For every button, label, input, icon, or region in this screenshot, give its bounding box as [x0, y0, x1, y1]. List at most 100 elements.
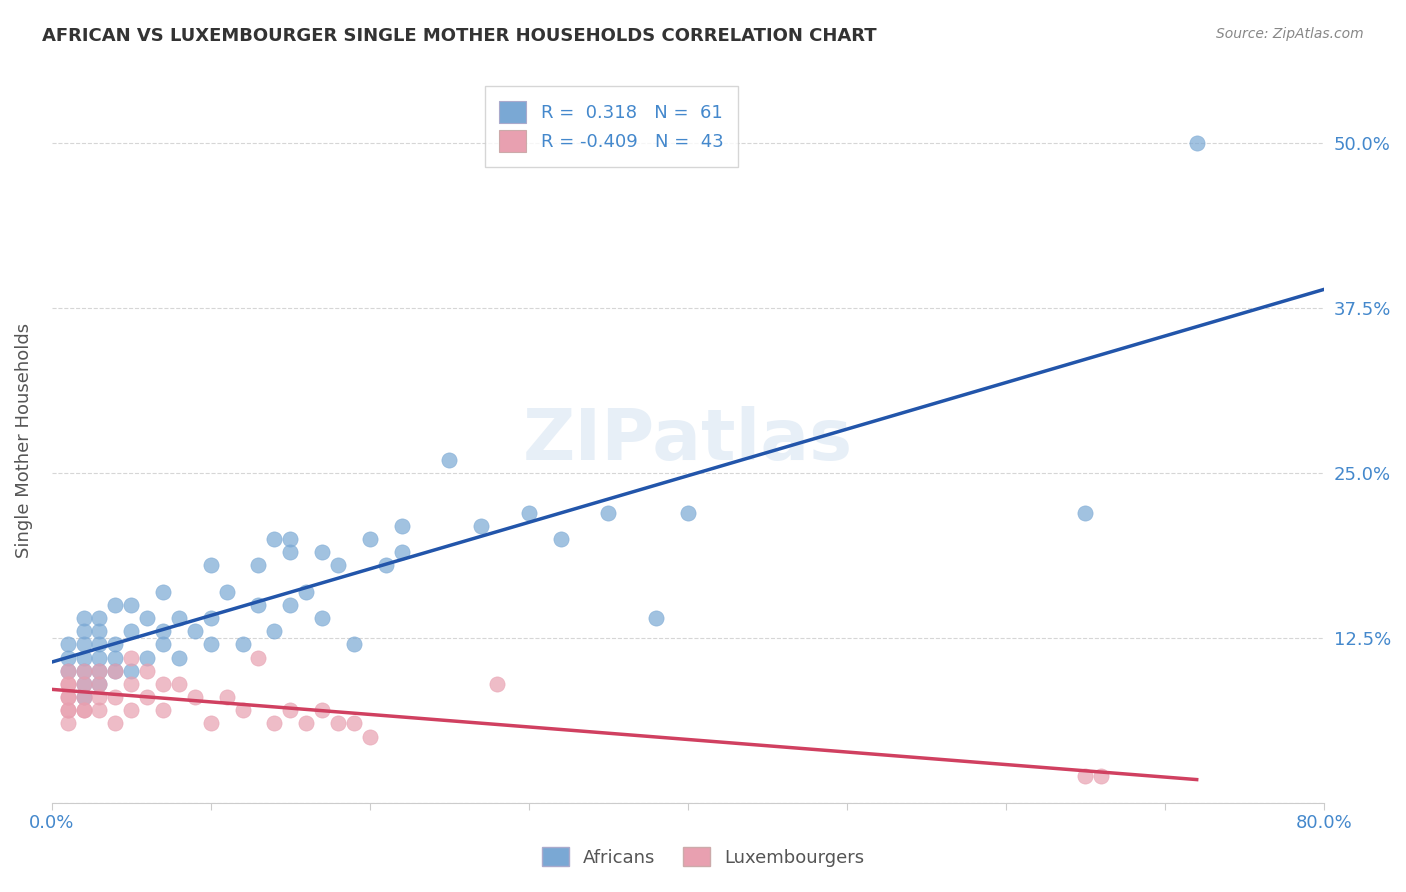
Point — [439, 452, 461, 467]
Point — [200, 716, 222, 731]
Point — [89, 703, 111, 717]
Point — [311, 545, 333, 559]
Point — [72, 650, 94, 665]
Point — [676, 506, 699, 520]
Point — [56, 716, 79, 731]
Point — [470, 518, 492, 533]
Point — [278, 703, 301, 717]
Point — [343, 716, 366, 731]
Point — [56, 664, 79, 678]
Point — [247, 650, 270, 665]
Point — [72, 703, 94, 717]
Point — [72, 624, 94, 639]
Point — [56, 703, 79, 717]
Point — [278, 532, 301, 546]
Point — [598, 506, 620, 520]
Point — [1090, 769, 1112, 783]
Point — [72, 677, 94, 691]
Point — [120, 598, 142, 612]
Point — [136, 650, 159, 665]
Point — [1185, 136, 1208, 151]
Point — [136, 611, 159, 625]
Point — [56, 637, 79, 651]
Point — [152, 624, 174, 639]
Point — [89, 624, 111, 639]
Point — [263, 532, 285, 546]
Point — [104, 664, 127, 678]
Point — [56, 677, 79, 691]
Point — [120, 664, 142, 678]
Point — [72, 664, 94, 678]
Text: Source: ZipAtlas.com: Source: ZipAtlas.com — [1216, 27, 1364, 41]
Point — [72, 637, 94, 651]
Point — [485, 677, 508, 691]
Point — [120, 624, 142, 639]
Point — [517, 506, 540, 520]
Point — [232, 637, 254, 651]
Point — [56, 664, 79, 678]
Point — [232, 703, 254, 717]
Point — [247, 598, 270, 612]
Point — [89, 611, 111, 625]
Legend: R =  0.318   N =  61, R = -0.409   N =  43: R = 0.318 N = 61, R = -0.409 N = 43 — [485, 87, 738, 167]
Point — [184, 690, 207, 705]
Point — [391, 545, 413, 559]
Point — [184, 624, 207, 639]
Point — [311, 703, 333, 717]
Point — [278, 598, 301, 612]
Point — [120, 703, 142, 717]
Y-axis label: Single Mother Households: Single Mother Households — [15, 322, 32, 558]
Point — [295, 584, 318, 599]
Point — [89, 650, 111, 665]
Point — [200, 637, 222, 651]
Point — [152, 677, 174, 691]
Point — [104, 716, 127, 731]
Point — [550, 532, 572, 546]
Point — [56, 677, 79, 691]
Point — [89, 664, 111, 678]
Point — [89, 664, 111, 678]
Point — [72, 703, 94, 717]
Point — [1074, 769, 1097, 783]
Point — [104, 690, 127, 705]
Point — [72, 690, 94, 705]
Point — [136, 664, 159, 678]
Point — [215, 690, 238, 705]
Point — [263, 624, 285, 639]
Point — [89, 677, 111, 691]
Point — [247, 558, 270, 573]
Point — [104, 598, 127, 612]
Point — [374, 558, 396, 573]
Point — [359, 532, 381, 546]
Point — [167, 611, 190, 625]
Point — [278, 545, 301, 559]
Point — [311, 611, 333, 625]
Point — [104, 664, 127, 678]
Text: AFRICAN VS LUXEMBOURGER SINGLE MOTHER HOUSEHOLDS CORRELATION CHART: AFRICAN VS LUXEMBOURGER SINGLE MOTHER HO… — [42, 27, 877, 45]
Point — [56, 703, 79, 717]
Point — [167, 677, 190, 691]
Point — [326, 558, 349, 573]
Text: ZIPatlas: ZIPatlas — [523, 406, 853, 475]
Point — [167, 650, 190, 665]
Point — [72, 664, 94, 678]
Point — [215, 584, 238, 599]
Point — [56, 690, 79, 705]
Point — [72, 611, 94, 625]
Point — [136, 690, 159, 705]
Point — [89, 677, 111, 691]
Point — [200, 611, 222, 625]
Legend: Africans, Luxembourgers: Africans, Luxembourgers — [534, 840, 872, 874]
Point — [295, 716, 318, 731]
Point — [72, 677, 94, 691]
Point — [120, 677, 142, 691]
Point — [56, 650, 79, 665]
Point — [104, 637, 127, 651]
Point — [326, 716, 349, 731]
Point — [56, 690, 79, 705]
Point — [263, 716, 285, 731]
Point — [343, 637, 366, 651]
Point — [200, 558, 222, 573]
Point — [152, 703, 174, 717]
Point — [104, 650, 127, 665]
